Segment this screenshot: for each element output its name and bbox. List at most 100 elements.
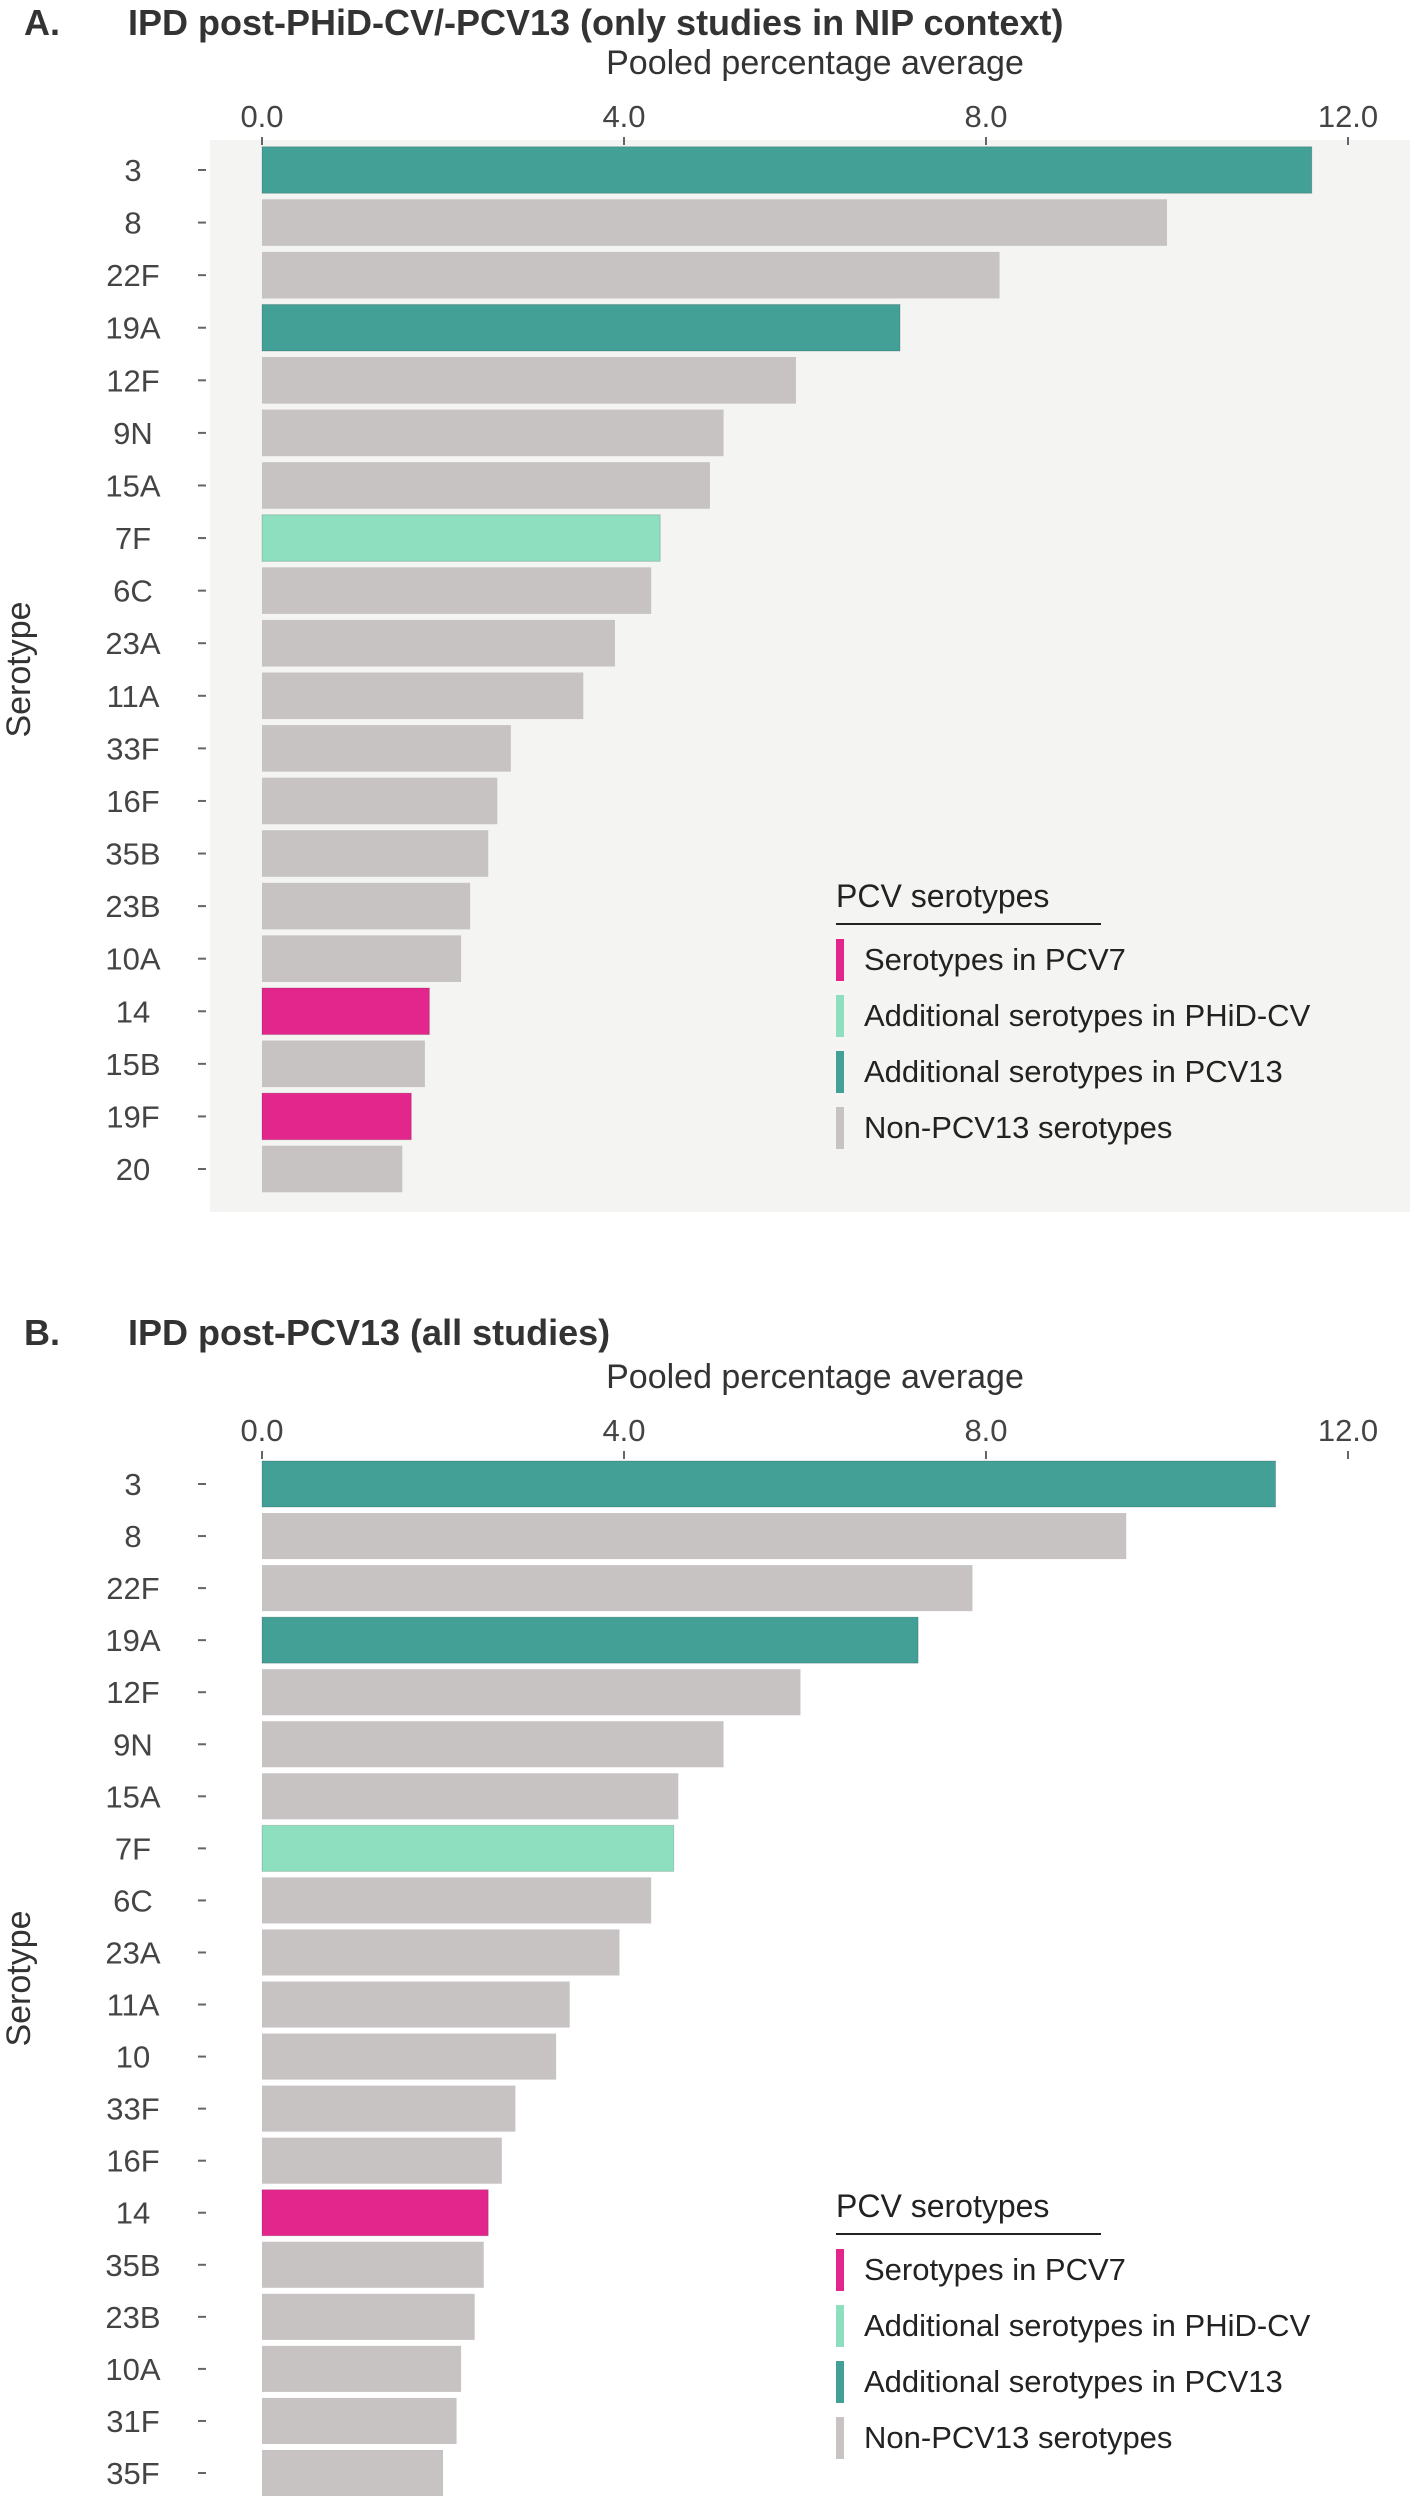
bar-10a xyxy=(262,2345,462,2392)
bar-8 xyxy=(262,1513,1127,1560)
x-tick-label: 12.0 xyxy=(1318,1413,1378,1448)
bar-14 xyxy=(261,2189,489,2237)
y-tick-label: 6C xyxy=(113,1883,153,1918)
bar-33f xyxy=(262,725,511,772)
y-tick-label: 19A xyxy=(105,311,160,346)
y-tick-label: 7F xyxy=(115,1831,151,1866)
y-tick-label: 23A xyxy=(105,1935,160,1970)
legend-item-pcv13: Additional serotypes in PCV13 xyxy=(836,2361,1396,2403)
bar-15b xyxy=(262,1040,425,1088)
bar-19a xyxy=(261,1616,919,1664)
y-tick-label: 14 xyxy=(116,2196,150,2231)
y-tick-label: 9N xyxy=(113,416,153,451)
bar-9n xyxy=(262,1721,724,1768)
legend-swatch xyxy=(836,1107,844,1149)
bar-12f xyxy=(262,357,796,404)
y-tick-label: 9N xyxy=(113,1727,153,1762)
legend-item-non-pcv13: Non-PCV13 serotypes xyxy=(836,1107,1396,1149)
bar-14 xyxy=(261,987,430,1036)
y-tick-label: 10A xyxy=(105,2352,160,2387)
y-tick-label: 22F xyxy=(106,1571,159,1606)
bar-22f xyxy=(262,1565,973,1612)
y-tick-label: 23B xyxy=(105,2300,160,2335)
y-tick-label: 11A xyxy=(107,1988,160,2023)
bar-11a xyxy=(262,672,584,720)
bar-19f xyxy=(261,1092,412,1141)
chart-title: A. IPD post-PHiD-CV/-PCV13 (only studies … xyxy=(24,2,1063,44)
y-tick-label: 35B xyxy=(105,837,160,872)
y-tick-label: 10 xyxy=(116,2040,150,2075)
y-tick-label: 10A xyxy=(105,942,160,977)
bar-7f xyxy=(261,514,661,562)
y-tick-label: 6C xyxy=(113,574,153,609)
legend-label: Additional serotypes in PCV13 xyxy=(864,1054,1283,1089)
bar-3 xyxy=(261,146,1313,194)
bar-6c xyxy=(262,567,652,614)
legend-item-pcv7: Serotypes in PCV7 xyxy=(836,2249,1396,2291)
y-tick-label: 3 xyxy=(124,153,141,188)
legend-title: PCV serotypes xyxy=(836,878,1101,925)
y-tick-label: 23A xyxy=(105,626,160,661)
bar-3 xyxy=(261,1460,1277,1508)
bar-35f xyxy=(262,2449,443,2497)
bar-11a xyxy=(262,1981,570,2028)
y-tick-label: 35B xyxy=(105,2248,160,2283)
x-tick-label: 0.0 xyxy=(240,1413,283,1448)
bar-35b xyxy=(262,2241,484,2288)
bar-23b xyxy=(262,2293,475,2340)
panel-label: B. xyxy=(24,1312,60,1353)
bar-23a xyxy=(262,1929,620,1976)
legend-item-phid-cv: Additional serotypes in PHiD-CV xyxy=(836,995,1396,1037)
legend-label: Non-PCV13 serotypes xyxy=(864,2420,1173,2455)
bar-35b xyxy=(262,830,489,877)
legend-swatch xyxy=(836,995,844,1037)
bar-7f xyxy=(261,1824,675,1872)
y-axis-label: Serotype xyxy=(0,601,38,737)
x-tick-label: 0.0 xyxy=(240,99,283,134)
bar-15a xyxy=(262,1773,679,1820)
x-tick-label: 12.0 xyxy=(1318,99,1378,134)
legend-label: Serotypes in PCV7 xyxy=(864,2252,1126,2287)
chart-panel-b: B. IPD post-PCV13 (all studies) Pooled pe… xyxy=(0,1310,1415,2500)
y-tick-label: 16F xyxy=(106,784,159,819)
bar-9n xyxy=(262,409,724,457)
x-axis-label: Pooled percentage average xyxy=(606,44,1024,82)
bar-15a xyxy=(262,462,710,509)
y-tick-label: 22F xyxy=(106,258,159,293)
y-tick-label: 19A xyxy=(105,1623,160,1658)
bar-33f xyxy=(262,2085,516,2132)
legend-swatch xyxy=(836,2305,844,2347)
y-tick-label: 12F xyxy=(106,363,159,398)
legend-item-phid-cv: Additional serotypes in PHiD-CV xyxy=(836,2305,1396,2347)
bar-10a xyxy=(262,935,462,982)
legend-label: Additional serotypes in PCV13 xyxy=(864,2364,1283,2399)
bar-20 xyxy=(262,1145,403,1193)
y-tick-label: 15A xyxy=(105,468,160,503)
bar-10 xyxy=(262,2033,557,2080)
bar-31f xyxy=(262,2397,457,2444)
bar-16f xyxy=(262,2137,502,2184)
chart-title-text: IPD post-PHiD-CV/-PCV13 (only studies in… xyxy=(128,2,1064,43)
y-tick-label: 11A xyxy=(107,679,160,714)
y-tick-label: 35F xyxy=(106,2456,159,2491)
y-tick-label: 12F xyxy=(106,1675,159,1710)
x-axis-label: Pooled percentage average xyxy=(606,1358,1024,1396)
bar-12f xyxy=(262,1669,801,1716)
bar-chart: Pooled percentage average 0.0 4.0 8.0 12.0 Se… xyxy=(0,1358,1378,2497)
y-tick-label: 20 xyxy=(116,1152,150,1187)
bar-8 xyxy=(262,199,1167,246)
chart-title-text: IPD post-PCV13 (all studies) xyxy=(128,1312,611,1353)
legend-swatch xyxy=(836,2417,844,2459)
chart-title: B. IPD post-PCV13 (all studies) xyxy=(24,1312,610,1354)
y-tick-label: 15B xyxy=(105,1047,160,1082)
bar-23a xyxy=(262,619,615,667)
y-tick-label: 23B xyxy=(105,889,160,924)
panel-label: A. xyxy=(24,2,60,43)
chart-legend: PCV serotypes Serotypes in PCV7 Addition… xyxy=(836,2188,1396,2459)
x-tick-label: 4.0 xyxy=(602,1413,645,1448)
legend-swatch xyxy=(836,939,844,981)
bar-19a xyxy=(261,303,901,352)
y-tick-label: 7F xyxy=(115,521,151,556)
y-tick-label: 8 xyxy=(124,1519,141,1554)
legend-item-non-pcv13: Non-PCV13 serotypes xyxy=(836,2417,1396,2459)
